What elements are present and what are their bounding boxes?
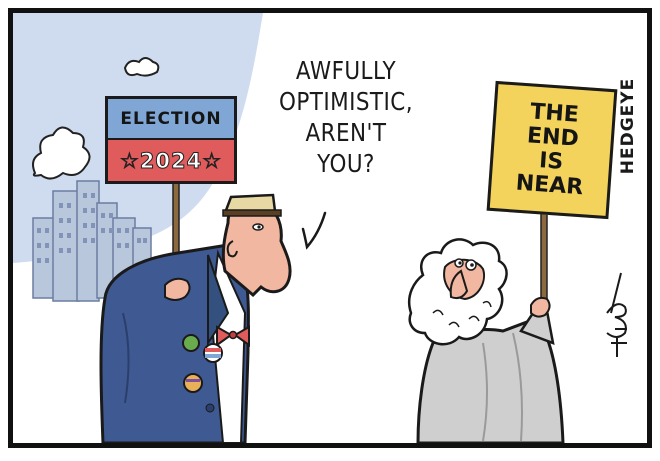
speech-tail xyxy=(301,211,327,250)
robe-fold xyxy=(482,342,488,442)
campaign-button-flag-stripe-2 xyxy=(205,354,221,358)
bow-tie-knot xyxy=(228,330,238,340)
bow-tie xyxy=(216,325,250,347)
cloud-small xyxy=(123,57,160,77)
prophet-pupil xyxy=(470,263,474,267)
publisher-credit-text: HEDGEYE xyxy=(618,77,639,175)
publisher-credit: HEDGEYE xyxy=(613,51,643,201)
cartoon-panel: AWFULLY OPTIMISTIC, AREN'T YOU? ELECTION… xyxy=(8,8,652,448)
campaign-button-flag-stripe xyxy=(205,348,221,352)
doom-sign-line-2: END xyxy=(526,123,580,152)
cartoon-scene xyxy=(13,13,627,443)
prophet-hand xyxy=(530,296,551,318)
campaign-button-gold xyxy=(183,373,203,393)
campaign-button-flag xyxy=(203,343,223,363)
suit-fold xyxy=(122,312,130,404)
campaign-button-gold-stripe xyxy=(186,379,200,382)
artist-signature xyxy=(606,272,627,357)
hat-brim xyxy=(222,209,282,217)
prophet-nose xyxy=(449,269,469,300)
speech-line-1: AWFULLY xyxy=(295,56,397,85)
speech-line-3: AREN'T xyxy=(305,118,387,147)
doom-sign: THE END IS NEAR xyxy=(486,80,618,220)
speech-line-4: YOU? xyxy=(317,149,375,178)
campaign-button-green xyxy=(182,334,200,352)
politician-ear xyxy=(226,240,238,258)
building-windows xyxy=(37,193,147,263)
suit-button xyxy=(205,403,215,413)
robe-fold-2 xyxy=(512,332,523,442)
speech-line-2: OPTIMISTIC, xyxy=(279,87,413,116)
doom-sign-line-4: NEAR xyxy=(515,170,585,201)
doom-sign-pole xyxy=(540,202,548,314)
election-sign: ELECTION ☆2024☆ xyxy=(105,96,237,186)
politician-hand xyxy=(164,277,191,301)
prophet-pupil-2 xyxy=(458,261,462,265)
election-sign-title: ELECTION xyxy=(105,96,237,140)
cloud-large xyxy=(32,126,91,180)
beard-strands xyxy=(432,300,492,328)
doom-sign-line-3: IS xyxy=(538,148,565,175)
election-sign-year: ☆2024☆ xyxy=(105,140,237,184)
politician-pupil xyxy=(257,225,261,229)
speech-bubble-text: AWFULLY OPTIMISTIC, AREN'T YOU? xyxy=(264,55,427,179)
